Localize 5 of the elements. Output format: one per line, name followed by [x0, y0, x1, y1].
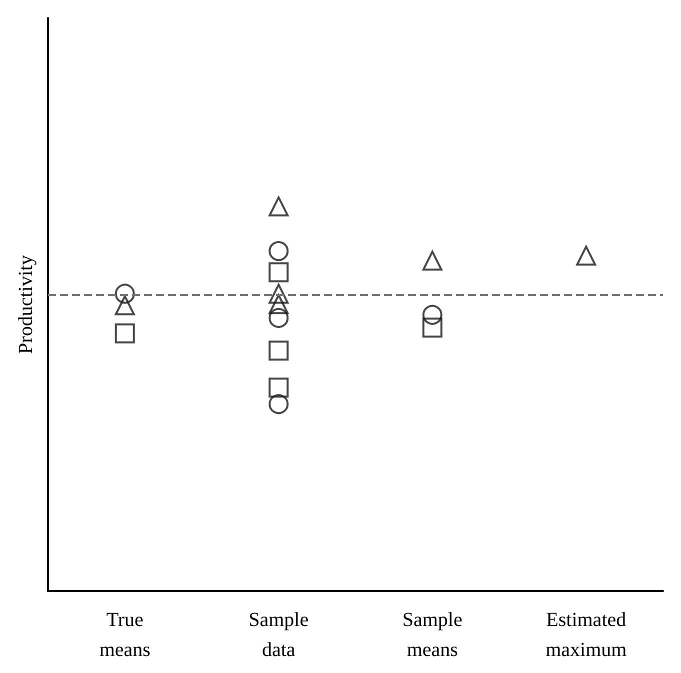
- x-tick-label: True means: [99, 609, 151, 661]
- x-tick-label: Sample data: [248, 609, 309, 661]
- y-axis-title: Productivity: [15, 255, 37, 354]
- x-tick-label: Estimated maximum: [546, 609, 628, 661]
- x-tick-label: Sample means: [402, 609, 462, 661]
